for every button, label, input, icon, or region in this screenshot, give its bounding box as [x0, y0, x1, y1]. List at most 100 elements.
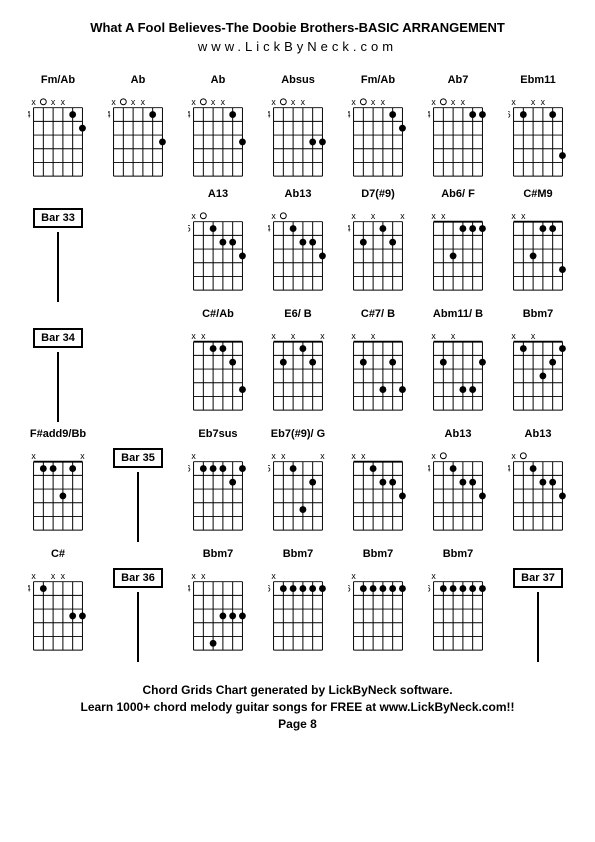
chord-diagram: 4xxx [28, 94, 88, 182]
chord-cell: Fm/Ab 4xxx [20, 74, 96, 182]
chord-diagram: xx [188, 328, 248, 416]
svg-text:x: x [400, 211, 405, 221]
svg-text:x: x [201, 331, 206, 341]
chord-name: Fm/Ab [41, 74, 75, 88]
chord-cell: Bbm7 6x [260, 548, 336, 662]
footer-line-2: Learn 1000+ chord melody guitar songs fo… [20, 699, 575, 716]
svg-text:x: x [271, 571, 276, 581]
svg-text:x: x [451, 97, 456, 107]
svg-text:x: x [291, 331, 296, 341]
chord-cell: C#7/ B xx [340, 308, 416, 422]
svg-text:x: x [371, 331, 376, 341]
chord-diagram: 4x [508, 448, 568, 536]
svg-text:x: x [371, 211, 376, 221]
chord-cell: Bbm7 6x [340, 548, 416, 662]
svg-text:6: 6 [188, 463, 191, 473]
chord-diagram: xx [508, 328, 568, 416]
svg-text:x: x [191, 451, 196, 461]
svg-text:x: x [541, 97, 546, 107]
empty-cell [100, 188, 176, 302]
svg-text:x: x [431, 571, 436, 581]
chord-grid: Fm/Ab 4xxxAb 4xxxAb 4xxxAbsus 4xxxFm/Ab … [20, 74, 575, 662]
bar-label: Bar 33 [33, 208, 83, 228]
chord-name: Bbm7 [363, 548, 394, 562]
bar-marker: Bar 37 [500, 548, 576, 662]
chord-name: Bbm7 [283, 548, 314, 562]
svg-text:x: x [431, 211, 436, 221]
chord-diagram: 6x [188, 448, 248, 536]
svg-text:x: x [521, 211, 526, 221]
svg-text:x: x [191, 571, 196, 581]
chord-name: C# [51, 548, 65, 562]
svg-text:x: x [271, 331, 276, 341]
website-url: www.LickByNeck.com [20, 39, 575, 54]
svg-text:x: x [351, 211, 356, 221]
svg-text:6: 6 [348, 583, 351, 593]
bar-line [137, 592, 139, 662]
chord-name: Bbm7 [203, 548, 234, 562]
bar-label: Bar 37 [513, 568, 563, 588]
chord-diagram: xx [428, 328, 488, 416]
svg-text:x: x [511, 451, 516, 461]
chord-cell: Fm/Ab 4xxx [340, 74, 416, 182]
svg-text:x: x [451, 331, 456, 341]
chord-name: E6/ B [284, 308, 312, 322]
chord-diagram: 4xxx [188, 94, 248, 182]
chord-name: Fm/Ab [361, 74, 395, 88]
bar-label: Bar 36 [113, 568, 163, 588]
svg-text:x: x [531, 331, 536, 341]
chord-name: Ab7 [448, 74, 469, 88]
chord-diagram: 4xxx [428, 94, 488, 182]
svg-text:x: x [51, 97, 56, 107]
chord-name: Eb7(#9)/ G [271, 428, 325, 442]
svg-text:x: x [511, 97, 516, 107]
svg-text:x: x [80, 451, 85, 461]
chord-name: Ab13 [445, 428, 472, 442]
chord-name: Ab6/ F [441, 188, 475, 202]
chord-cell: Ab 4xxx [100, 74, 176, 182]
svg-text:x: x [441, 211, 446, 221]
svg-text:6: 6 [428, 583, 431, 593]
svg-text:4: 4 [428, 109, 431, 119]
svg-text:x: x [320, 451, 325, 461]
chord-cell: Absus 4xxx [260, 74, 336, 182]
svg-text:4: 4 [188, 583, 191, 593]
svg-text:x: x [131, 97, 136, 107]
svg-text:x: x [351, 97, 356, 107]
chord-diagram: xx [28, 448, 88, 536]
chord-cell: Ab6/ F xx [420, 188, 496, 302]
chord-cell: F#add9/Bb xx [20, 428, 96, 542]
svg-text:x: x [351, 331, 356, 341]
chord-cell: Bbm7 6x [420, 548, 496, 662]
chord-name: D7(#9) [361, 188, 395, 202]
chord-name: Ab13 [285, 188, 312, 202]
chord-name: Ab13 [525, 428, 552, 442]
svg-text:x: x [431, 451, 436, 461]
svg-text:x: x [201, 571, 206, 581]
chord-diagram: 4xx [188, 568, 248, 656]
chord-cell: Ab13 4x [420, 428, 496, 542]
chord-diagram: 4x [428, 448, 488, 536]
empty-cell [100, 308, 176, 422]
bar-marker: Bar 33 [20, 188, 96, 302]
svg-text:x: x [61, 571, 66, 581]
chord-diagram: xx [508, 208, 568, 296]
chord-name: C#M9 [523, 188, 552, 202]
chord-diagram: 4xxx [108, 94, 168, 182]
chord-cell: E6/ B xxx [260, 308, 336, 422]
bar-marker: Bar 36 [100, 548, 176, 662]
chord-diagram: xx [348, 448, 408, 536]
svg-text:x: x [351, 571, 356, 581]
svg-text:x: x [271, 211, 276, 221]
svg-text:x: x [511, 211, 516, 221]
svg-text:4: 4 [188, 109, 191, 119]
footer-line-1: Chord Grids Chart generated by LickByNec… [20, 682, 575, 699]
chord-diagram: 4xxx [268, 94, 328, 182]
chord-cell: xx [340, 428, 416, 542]
chord-cell: Ebm11 6xxx [500, 74, 576, 182]
chord-diagram: 6xxx [508, 94, 568, 182]
chord-diagram: xx [428, 208, 488, 296]
svg-text:4: 4 [348, 109, 351, 119]
chord-name: Ab [211, 74, 226, 88]
bar-marker: Bar 34 [20, 308, 96, 422]
